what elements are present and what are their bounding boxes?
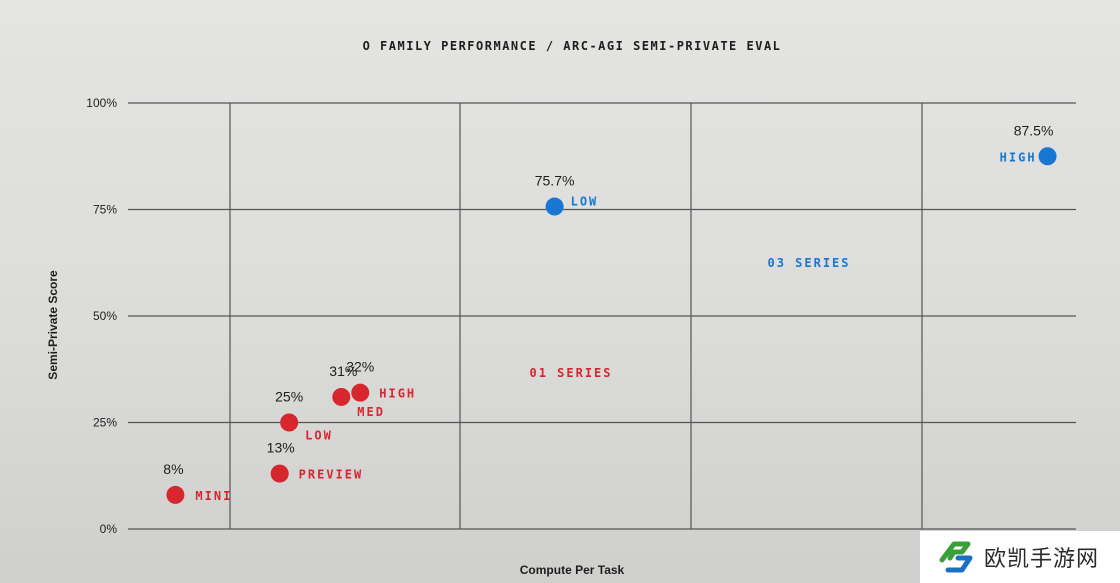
point-label: MED: [357, 405, 385, 419]
data-value-label: 8%: [163, 461, 183, 477]
y-axis-label: Semi-Private Score: [46, 270, 60, 380]
brand-logo-icon: [939, 541, 973, 573]
data-point-o1-low: [280, 413, 299, 432]
y-tick-label: 75%: [93, 203, 117, 217]
watermark-text: 欧凯手游网: [984, 547, 1100, 572]
data-value-label: 25%: [275, 389, 303, 405]
y-tick-label: 25%: [93, 416, 117, 430]
data-point-o1-mini: [166, 485, 185, 504]
watermark: 欧凯手游网: [920, 531, 1120, 583]
x-axis-label: Compute Per Task: [520, 563, 625, 577]
data-point-o1-high: [351, 383, 370, 402]
y-tick-labels: 0% 25% 50% 75% 100%: [86, 96, 117, 536]
data-value-label: 87.5%: [1014, 122, 1054, 138]
point-label: LOW: [305, 429, 333, 443]
data-point-o1-med: [332, 387, 351, 406]
data-points: 8% MINI 13% PREVIEW 25% LOW 31% MED 32% HIGH 75.7%…: [163, 122, 1057, 504]
point-label: HIGH: [379, 387, 416, 401]
grid: [128, 102, 1076, 530]
point-label: MINI: [195, 489, 232, 503]
data-point-o3-high: [1038, 147, 1057, 166]
data-point-o1-preview: [270, 464, 289, 483]
point-label: LOW: [571, 195, 599, 209]
point-label: PREVIEW: [299, 468, 364, 482]
data-value-label: 13%: [267, 440, 295, 456]
data-value-label: 32%: [346, 359, 374, 375]
chart-title: O FAMILY PERFORMANCE / ARC-AGI SEMI-PRIV…: [363, 39, 782, 53]
data-value-label: 75.7%: [535, 173, 575, 189]
series-label-o3: 03 SERIES: [767, 256, 850, 270]
point-label: HIGH: [1000, 150, 1037, 164]
data-point-o3-low: [545, 197, 564, 216]
data-value-label: 31%: [329, 363, 357, 379]
y-tick-label: 100%: [86, 96, 117, 110]
y-tick-label: 0%: [100, 522, 118, 536]
y-tick-label: 50%: [93, 309, 117, 323]
series-label-o1: 01 SERIES: [529, 366, 612, 380]
